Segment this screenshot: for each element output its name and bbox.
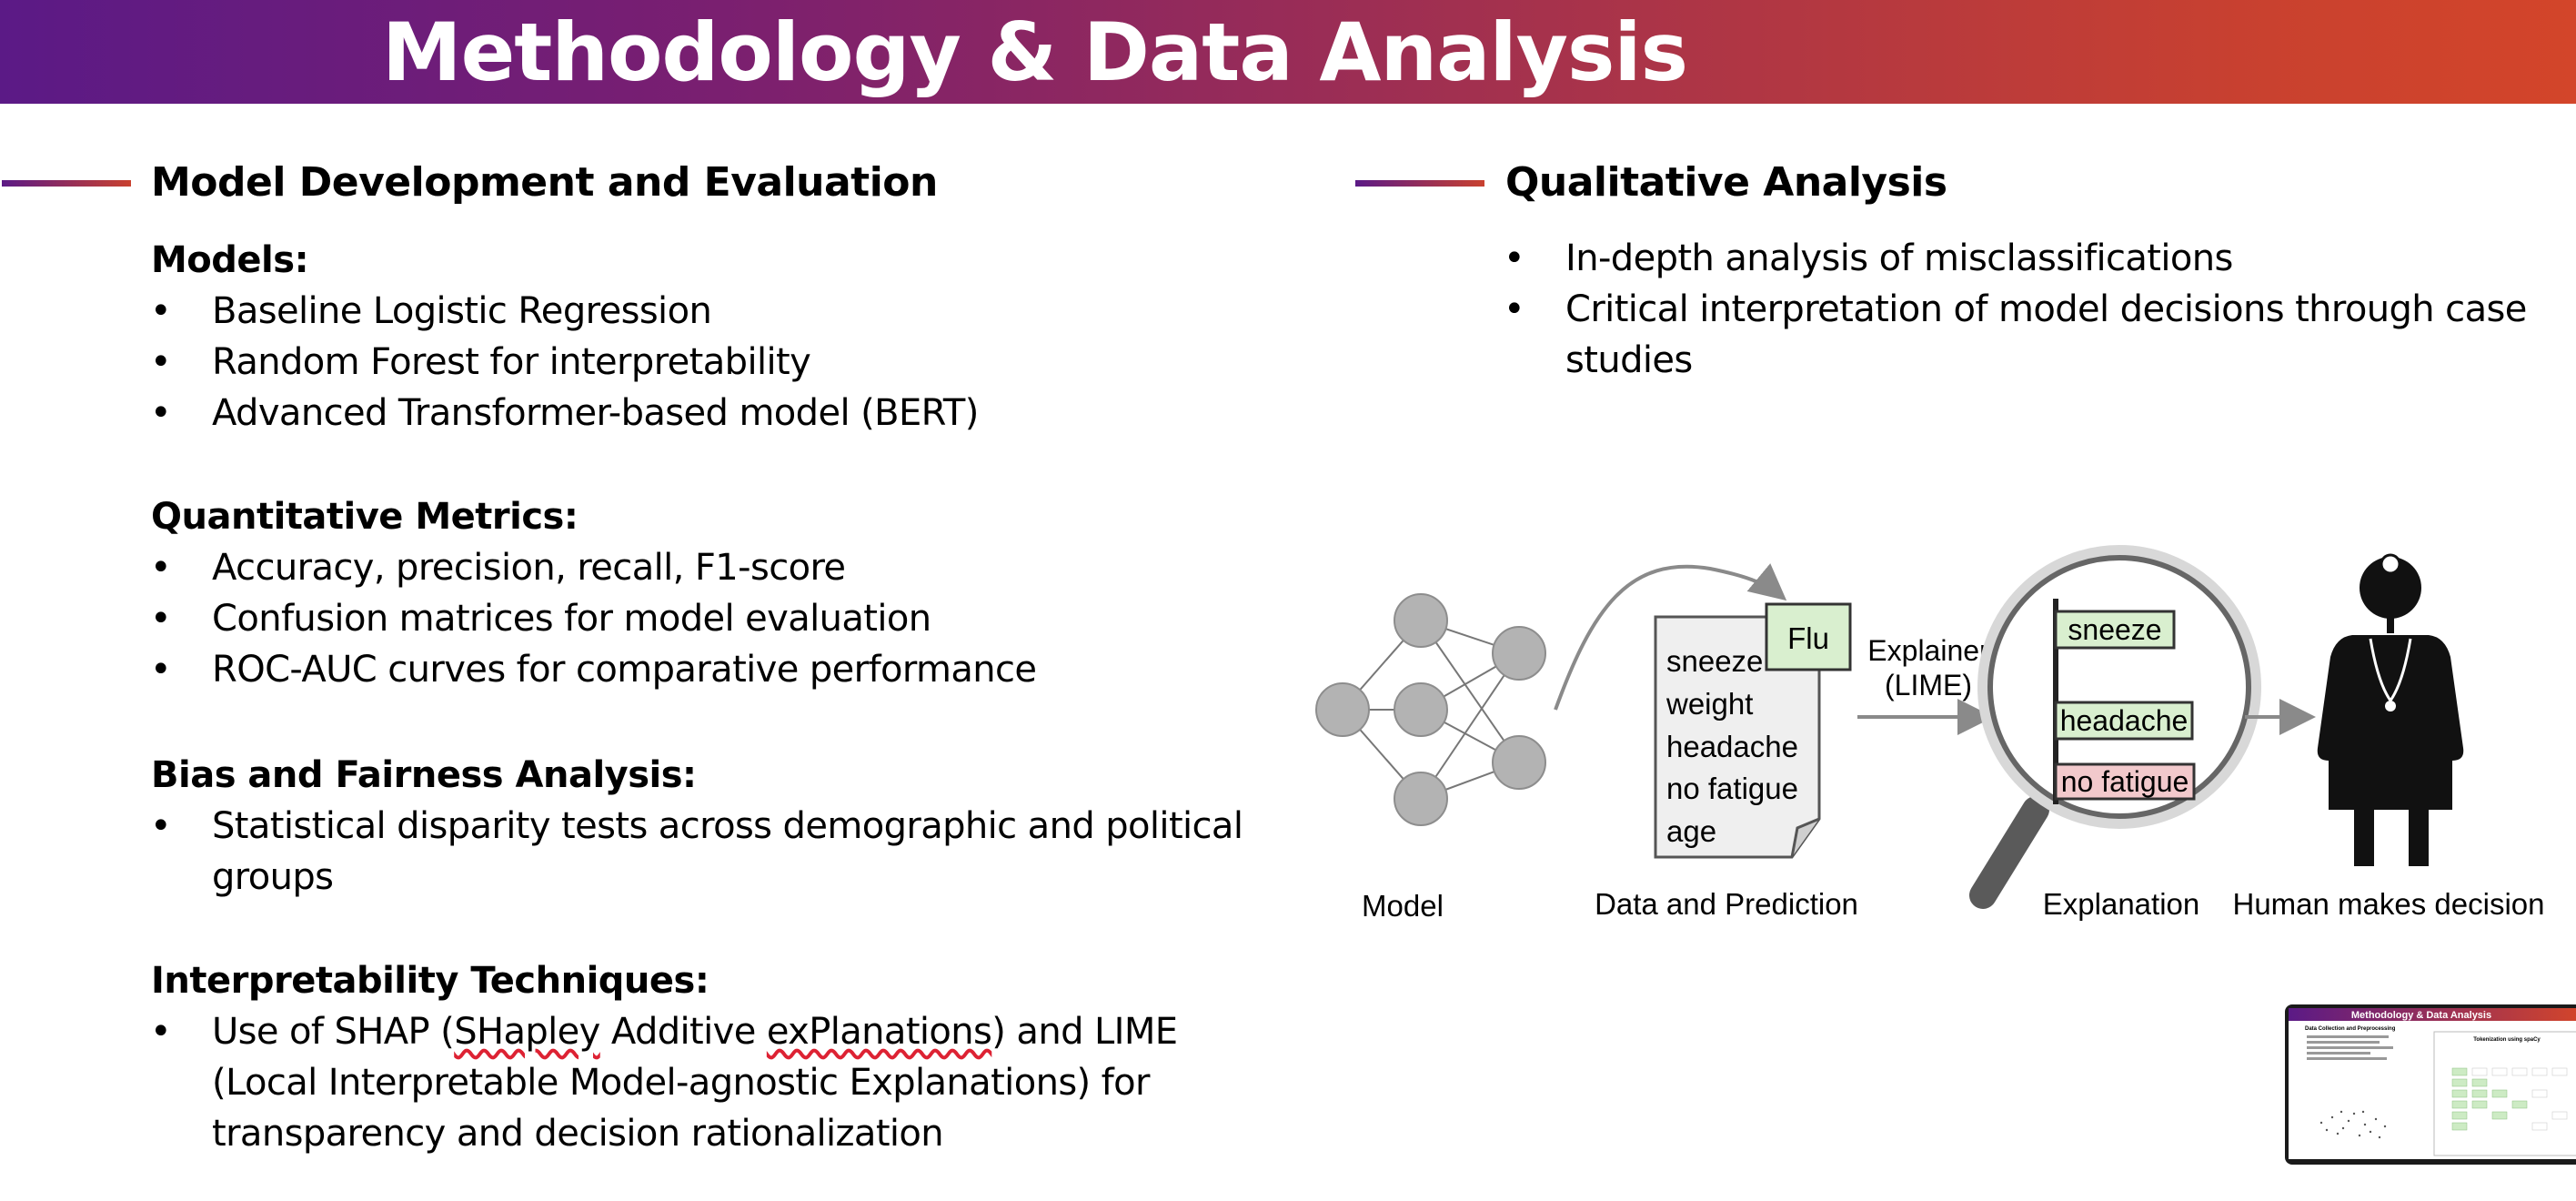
section-accent-left [2, 180, 131, 187]
left-section-heading: Model Development and Evaluation [151, 159, 938, 206]
list-item: • Accuracy, precision, recall, F1-score [150, 542, 1258, 593]
feature-label: age [1666, 814, 1716, 848]
bullet: • [1504, 288, 1525, 330]
list-item: • Baseline Logistic Regression [150, 286, 1258, 337]
list-item-text: Confusion matrices for model evaluation [212, 598, 931, 640]
document-icon [1654, 602, 1852, 859]
spellcheck-word: exPlanations [766, 1011, 992, 1053]
list-item-text: Advanced Transformer-based model (BERT) [212, 392, 979, 434]
feature-label: no fatigue [1666, 772, 1798, 805]
right-section-heading: Qualitative Analysis [1505, 159, 1947, 206]
list-item: • Advanced Transformer-based model (BERT… [150, 388, 1258, 439]
interpretability-label: Interpretability Techniques: [151, 960, 709, 1002]
diagram-caption: Data and Prediction [1595, 887, 1858, 921]
bullet: • [150, 392, 172, 434]
bullet: • [150, 341, 172, 383]
thumbnail-right-heading: Tokenization using spaCy [2473, 1037, 2541, 1043]
feature-label: headache [1666, 730, 1798, 763]
thumbnail-preview: Methodology & Data Analysis Data Collect… [2289, 1008, 2576, 1159]
list-item-text: ROC-AUC curves for comparative performan… [212, 649, 1037, 691]
diagram-caption: Explanation [2043, 887, 2199, 921]
slide-thumbnail[interactable]: Methodology & Data Analysis Data Collect… [2285, 1004, 2576, 1165]
list-item-text: Accuracy, precision, recall, F1-score [212, 547, 846, 589]
list-item: • In-depth analysis of misclassification… [1504, 233, 2548, 284]
list-item: • Confusion matrices for model evaluatio… [150, 593, 1258, 644]
neural-network-icon [1315, 593, 1546, 826]
list-item-text: Critical interpretation of model decisio… [1565, 288, 2527, 381]
models-label: Models: [151, 239, 309, 281]
section-accent-right [1355, 180, 1484, 187]
thumbnail-title: Methodology & Data Analysis [2351, 1010, 2491, 1021]
thumbnail-left-heading: Data Collection and Preprocessing [2305, 1026, 2396, 1032]
list-item: • Critical interpretation of model decis… [1504, 284, 2548, 386]
list-item-text: Baseline Logistic Regression [212, 290, 712, 332]
explainer-label: Explainer [1867, 634, 1989, 667]
feature-label: sneeze [1666, 644, 1763, 678]
spellcheck-word: SHapley [454, 1011, 600, 1053]
bullet: • [150, 649, 172, 691]
explanation-bar-label: sneeze [2068, 613, 2161, 646]
explanation-bar-label: headache [2060, 704, 2189, 737]
diagram-caption: Model [1362, 889, 1444, 923]
list-item: • ROC-AUC curves for comparative perform… [150, 644, 1258, 695]
diagram-caption: Human makes decision [2233, 887, 2545, 921]
magnifier-icon [1969, 545, 2261, 909]
bullet: • [1504, 237, 1525, 279]
feature-label: weight [1665, 687, 1753, 721]
list-item: • Random Forest for interpretability [150, 337, 1258, 388]
slide-title: Methodology & Data Analysis [382, 5, 1688, 99]
list-item-text: Random Forest for interpretability [212, 341, 811, 383]
metrics-label: Quantitative Metrics: [151, 496, 579, 538]
explainer-sublabel: (LIME) [1885, 669, 1972, 701]
list-item: • Use of SHAP (SHapley Additive exPlanat… [150, 1006, 1285, 1159]
bullet: • [150, 598, 172, 640]
doctor-icon [2317, 553, 2464, 866]
list-item-text: In-depth analysis of misclassifications [1565, 237, 2233, 279]
list-item-text: Use of SHAP (SHapley Additive exPlanatio… [212, 1011, 1178, 1155]
bullet: • [150, 547, 172, 589]
list-item-text: Statistical disparity tests across demog… [212, 805, 1243, 898]
prediction-label: Flu [1787, 621, 1829, 655]
bullet: • [150, 290, 172, 332]
bias-label: Bias and Fairness Analysis: [151, 754, 697, 796]
bullet: • [150, 1011, 172, 1053]
list-item: • Statistical disparity tests across dem… [150, 801, 1249, 903]
bullet: • [150, 805, 172, 847]
explanation-bar-label: no fatigue [2061, 765, 2189, 798]
lime-diagram: Flu sneeze weight headache no fatigue ag… [1315, 545, 2545, 923]
title-bar: Methodology & Data Analysis [0, 0, 2576, 104]
